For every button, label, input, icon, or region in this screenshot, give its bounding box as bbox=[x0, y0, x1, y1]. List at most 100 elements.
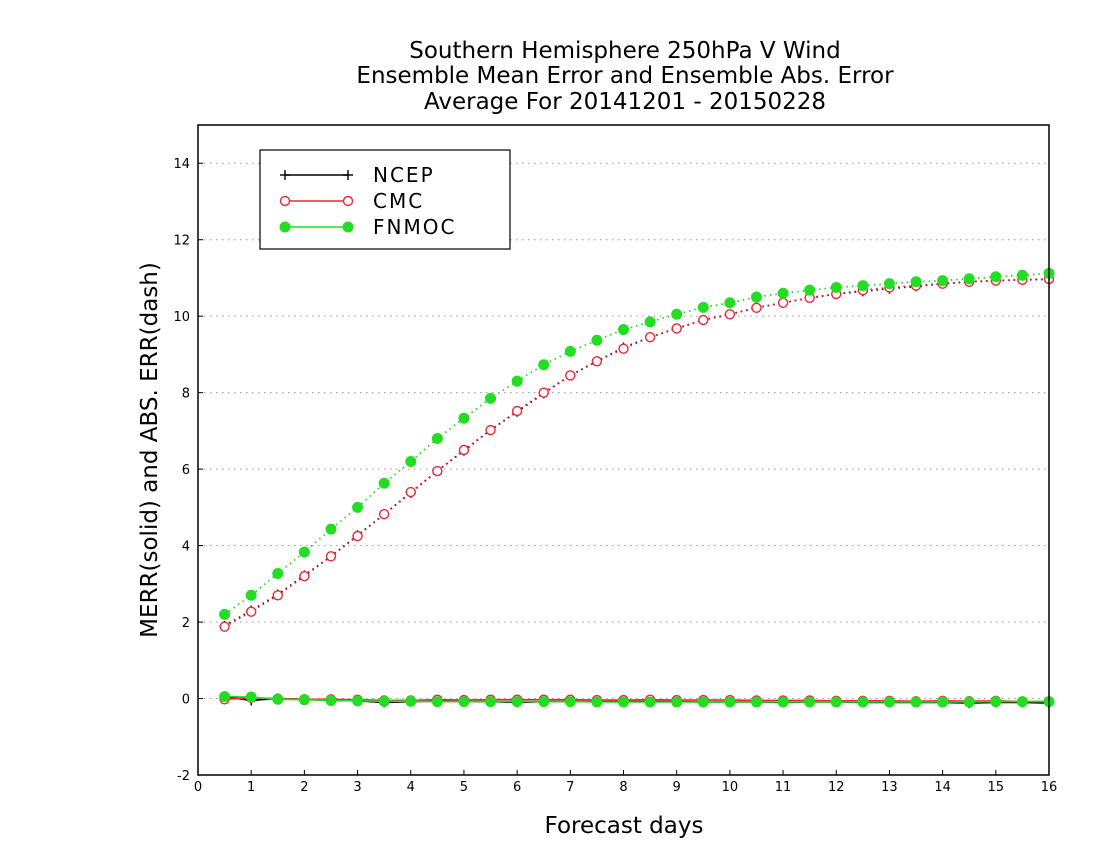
legend-marker-end-cmc bbox=[342, 195, 354, 207]
fnmoc-abs_err-point-27 bbox=[937, 275, 949, 287]
fnmoc-abs_err-point-13 bbox=[564, 345, 576, 357]
fnmoc-abs_err-point-0 bbox=[219, 608, 231, 620]
y-axis: -2 0 2 4 6 8 10 12 14 bbox=[173, 157, 203, 784]
fnmoc-merr-point-3 bbox=[298, 694, 310, 706]
x-tick-label-9: 9 bbox=[673, 780, 681, 795]
fnmoc-merr-point-0 bbox=[219, 691, 231, 703]
fnmoc-merr-point-6 bbox=[378, 695, 390, 707]
fnmoc-merr-point-22 bbox=[804, 696, 816, 708]
x-tick-label-6: 6 bbox=[513, 780, 521, 795]
fnmoc-merr-point-26 bbox=[910, 696, 922, 708]
x-tick-label-15: 15 bbox=[988, 780, 1005, 795]
cmc-abs_err-point-4 bbox=[325, 551, 337, 562]
x-tick-label-10: 10 bbox=[722, 780, 739, 795]
cmc-abs_err-point-20 bbox=[751, 302, 762, 313]
legend-item-fnmoc: FNMOC bbox=[279, 215, 456, 239]
fnmoc-merr-point-29 bbox=[990, 696, 1002, 708]
cmc-abs_err-point-2 bbox=[272, 590, 283, 601]
fnmoc-abs_err-point-7 bbox=[405, 455, 417, 467]
legend-label-fnmoc: FNMOC bbox=[373, 215, 456, 239]
fnmoc-merr-point-7 bbox=[405, 695, 417, 707]
x-tick-label-2: 2 bbox=[300, 780, 308, 795]
fnmoc-abs_err-point-14 bbox=[591, 334, 603, 346]
fnmoc-abs_err-point-29 bbox=[990, 271, 1002, 283]
ncep-abs_err-line bbox=[224, 278, 1050, 627]
cmc-abs_err-point-10 bbox=[485, 424, 496, 436]
fnmoc-merr-point-12 bbox=[538, 696, 550, 708]
y-tick-label-8: 14 bbox=[173, 157, 190, 172]
fnmoc-merr-point-15 bbox=[618, 696, 629, 708]
fnmoc-abs-err-series bbox=[219, 267, 1055, 620]
fnmoc-abs_err-point-6 bbox=[378, 477, 390, 489]
legend-marker-start-ncep bbox=[280, 170, 290, 180]
x-tick-label-0: 0 bbox=[194, 780, 202, 795]
fnmoc-merr-point-11 bbox=[511, 696, 523, 708]
fnmoc-abs_err-point-20 bbox=[750, 291, 762, 303]
fnmoc-abs_err-point-26 bbox=[910, 276, 922, 288]
cmc-abs_err-point-1 bbox=[245, 606, 257, 617]
fnmoc-merr-series bbox=[219, 691, 1055, 708]
x-tick-label-7: 7 bbox=[566, 780, 574, 795]
x-axis: 0 1 2 3 4 5 6 7 8 9 10 11 12 13 14 15 16 bbox=[194, 770, 1057, 795]
fnmoc-merr-point-13 bbox=[564, 696, 576, 708]
cmc-abs_err-point-16 bbox=[644, 332, 656, 343]
fnmoc-abs_err-point-4 bbox=[325, 523, 337, 535]
cmc-abs_err-point-0 bbox=[219, 621, 230, 632]
cmc-abs_err-point-15 bbox=[618, 343, 629, 354]
cmc-abs_err-point-18 bbox=[698, 314, 709, 326]
x-tick-label-16: 16 bbox=[1041, 780, 1058, 795]
fnmoc-merr-point-17 bbox=[671, 696, 683, 708]
legend-label-ncep: NCEP bbox=[373, 163, 435, 187]
fnmoc-abs_err-point-16 bbox=[644, 316, 656, 328]
x-tick-label-8: 8 bbox=[619, 780, 627, 795]
series-layer bbox=[219, 267, 1055, 709]
x-tick-label-12: 12 bbox=[828, 780, 845, 795]
fnmoc-merr-point-20 bbox=[750, 696, 762, 708]
fnmoc-abs_err-point-24 bbox=[857, 280, 869, 292]
cmc-abs_err-point-14 bbox=[591, 356, 603, 367]
cmc-abs_err-line bbox=[224, 278, 1050, 628]
cmc-abs_err-point-17 bbox=[671, 323, 682, 334]
fnmoc-merr-point-23 bbox=[830, 696, 842, 708]
fnmoc-merr-point-9 bbox=[458, 696, 470, 708]
fnmoc-abs_err-point-23 bbox=[830, 282, 842, 293]
cmc-abs_err-point-13 bbox=[565, 370, 576, 381]
legend-marker-start-fnmoc bbox=[279, 221, 291, 233]
cmc-abs_err-point-7 bbox=[405, 486, 416, 498]
y-axis-title: MERR(solid) and ABS. ERR(dash) bbox=[137, 262, 163, 638]
cmc-abs-err-series bbox=[219, 273, 1055, 632]
fnmoc-abs_err-line bbox=[224, 272, 1050, 616]
fnmoc-abs_err-point-22 bbox=[804, 284, 816, 296]
fnmoc-abs_err-point-11 bbox=[511, 375, 523, 387]
fnmoc-abs_err-point-3 bbox=[298, 546, 310, 558]
fnmoc-merr-point-21 bbox=[777, 696, 789, 708]
legend-marker-end-ncep bbox=[343, 170, 353, 180]
cmc-abs_err-point-6 bbox=[378, 509, 390, 520]
fnmoc-merr-point-19 bbox=[724, 696, 736, 708]
cmc-abs_err-point-3 bbox=[299, 570, 310, 582]
legend-item-cmc: CMC bbox=[279, 189, 424, 213]
x-tick-label-13: 13 bbox=[881, 780, 898, 795]
x-axis-title: Forecast days bbox=[545, 813, 704, 839]
legend-label-cmc: CMC bbox=[373, 189, 424, 213]
fnmoc-merr-point-4 bbox=[325, 694, 337, 706]
y-tick-label-1: 0 bbox=[182, 693, 190, 708]
fnmoc-abs_err-point-21 bbox=[777, 287, 789, 299]
x-tick-label-3: 3 bbox=[353, 780, 361, 795]
fnmoc-merr-point-8 bbox=[431, 696, 443, 708]
fnmoc-merr-point-1 bbox=[245, 691, 257, 703]
cmc-abs_err-point-8 bbox=[432, 465, 443, 477]
cmc-abs_err-point-11 bbox=[511, 405, 523, 417]
legend-box bbox=[259, 149, 511, 250]
cmc-abs_err-point-5 bbox=[352, 530, 363, 542]
fnmoc-abs_err-point-17 bbox=[671, 308, 683, 320]
x-tick-label-5: 5 bbox=[460, 780, 468, 795]
legend-marker-start-cmc bbox=[279, 195, 291, 207]
fnmoc-abs_err-point-28 bbox=[963, 273, 975, 285]
fnmoc-merr-point-24 bbox=[857, 696, 869, 708]
cmc-abs_err-point-12 bbox=[538, 387, 549, 398]
fnmoc-abs_err-point-5 bbox=[352, 501, 364, 513]
cmc-merr-series bbox=[219, 692, 1055, 707]
